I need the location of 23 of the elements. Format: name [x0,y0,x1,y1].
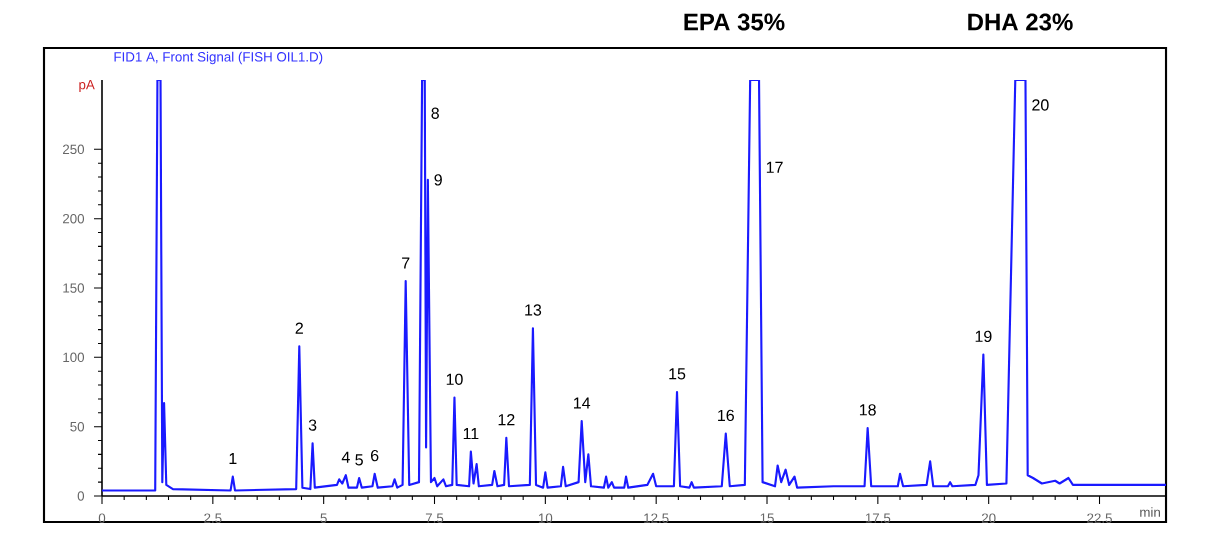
text: EPA 35% [684,13,785,31]
annotation: 16 [718,409,734,422]
annotation: 5 [355,454,363,466]
annotation: 10 [446,373,463,386]
annotation: 14 [574,397,591,409]
annotation: 6 [371,449,379,462]
annotation: 1 [229,453,237,465]
annotation: 7 [402,257,410,269]
annotation: 19 [975,330,992,343]
annotation: 11 [463,428,479,440]
annotation: 20 [1032,99,1049,111]
line-series [102,80,1167,492]
annotation: 13 [525,304,542,316]
annotation: 4 [341,451,350,463]
text: DHA 23% [968,13,1073,31]
annotation: 3 [308,419,317,431]
annotation: 15 [669,368,686,380]
annotation: 8 [431,107,439,119]
annotation: 12 [498,414,515,426]
annotation: 17 [766,161,783,173]
annotation: 18 [859,404,876,416]
annotation: 9 [434,174,442,186]
annotation: 2 [295,322,303,334]
